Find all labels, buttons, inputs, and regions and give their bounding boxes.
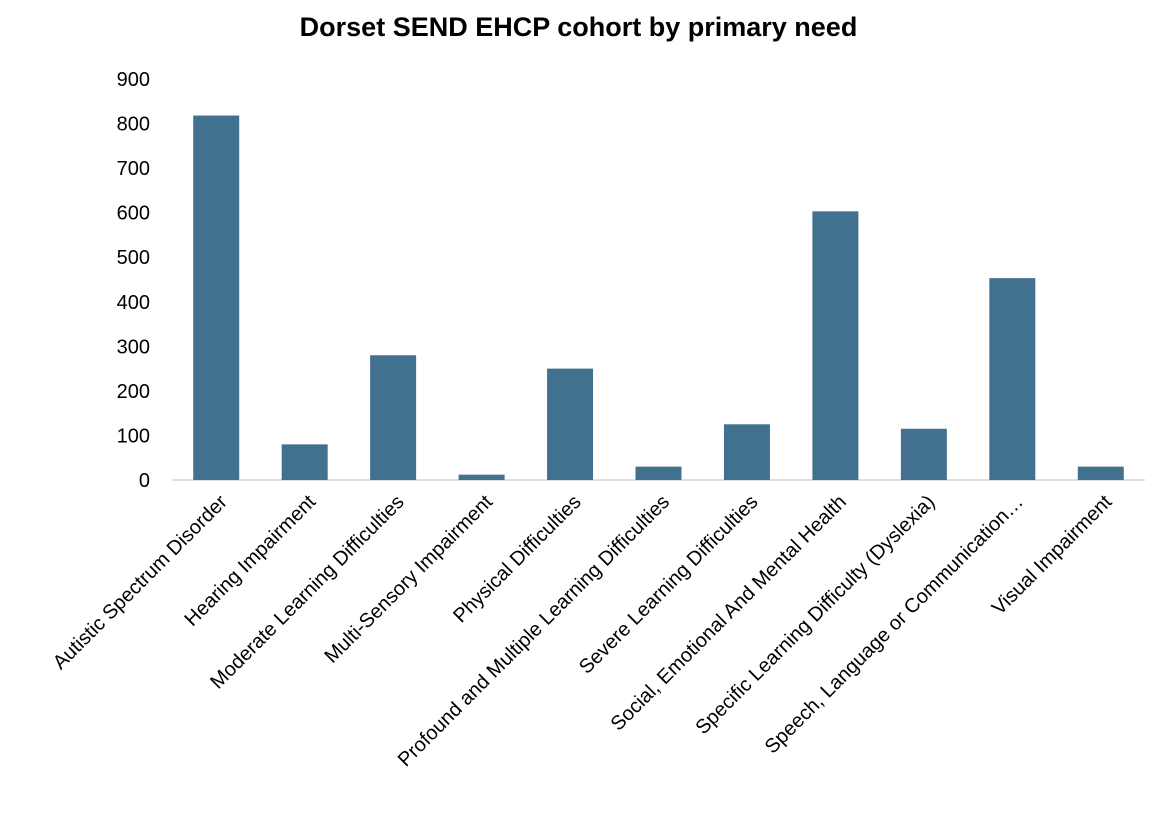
bar	[281, 444, 328, 480]
chart-title: Dorset SEND EHCP cohort by primary need	[299, 12, 858, 42]
y-tick-label: 900	[117, 69, 150, 91]
bar	[900, 428, 947, 480]
y-tick-label: 600	[117, 203, 150, 225]
y-tick-label: 700	[117, 158, 150, 180]
x-tick-label: Multi-Sensory Impairment	[320, 491, 497, 668]
y-tick-label: 400	[117, 292, 150, 314]
bar	[193, 115, 240, 480]
bar	[635, 466, 682, 480]
bar	[370, 355, 417, 480]
y-axis: 0 100 200 300 400 500 600 700 800 900	[117, 69, 150, 492]
x-tick-label: Severe Learning Difficulties	[575, 491, 762, 678]
bar	[547, 368, 594, 480]
y-tick-label: 200	[117, 381, 150, 403]
bar	[989, 278, 1036, 480]
bar	[812, 211, 859, 480]
y-tick-label: 100	[117, 425, 150, 447]
y-tick-label: 500	[117, 247, 150, 269]
x-tick-label: Moderate Learning Difficulties	[206, 491, 408, 693]
y-tick-label: 300	[117, 336, 150, 358]
x-tick-label: Autistic Spectrum Disorder	[49, 491, 232, 674]
bar	[723, 424, 770, 480]
y-tick-label: 800	[117, 114, 150, 136]
bar	[1077, 466, 1124, 480]
y-tick-label: 0	[139, 470, 150, 492]
bars	[193, 115, 1124, 480]
bar	[458, 474, 505, 480]
